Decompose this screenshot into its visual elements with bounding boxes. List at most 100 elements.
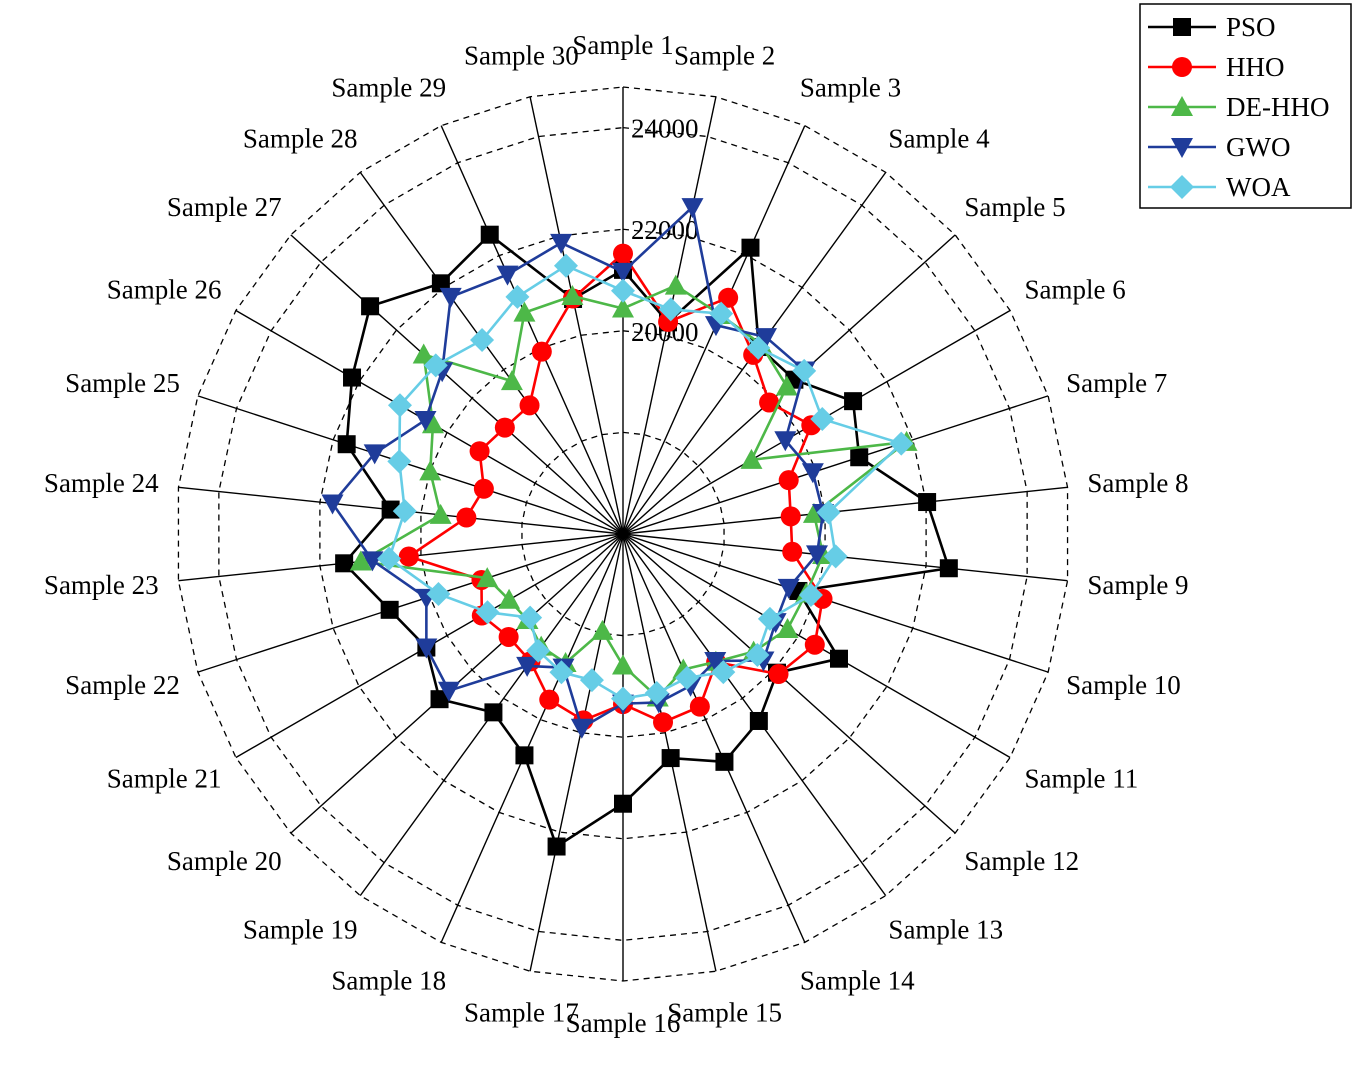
point-woa-13 — [711, 660, 736, 685]
category-label-30: Sample 30 — [464, 41, 579, 71]
point-gwo-29 — [496, 265, 519, 286]
point-de-hho-17 — [591, 619, 614, 640]
point-pso-23 — [335, 554, 354, 573]
point-de-hho-24 — [429, 503, 452, 524]
spoke-28 — [359, 171, 624, 535]
point-gwo-28 — [439, 287, 462, 308]
point-gwo-24 — [321, 494, 344, 515]
point-woa-25 — [387, 449, 412, 474]
point-woa-9 — [823, 544, 848, 569]
spoke-22 — [197, 533, 624, 673]
series-woa — [377, 253, 914, 711]
point-woa-11 — [757, 606, 782, 631]
point-de-hho-1 — [612, 297, 634, 318]
point-woa-29 — [505, 284, 530, 309]
point-gwo-19 — [516, 656, 539, 677]
category-label-25: Sample 25 — [65, 368, 180, 398]
point-de-hho-5 — [775, 375, 798, 396]
point-de-hho-29 — [513, 301, 536, 322]
category-label-29: Sample 29 — [331, 72, 446, 102]
point-woa-3 — [709, 301, 734, 326]
point-de-hho-26 — [421, 413, 444, 434]
point-woa-18 — [549, 660, 574, 685]
category-label-28: Sample 28 — [243, 123, 358, 153]
point-pso-20 — [430, 690, 449, 709]
spoke-8 — [622, 486, 1068, 535]
point-pso-6 — [844, 392, 863, 411]
point-woa-2 — [658, 297, 683, 322]
category-label-26: Sample 26 — [107, 275, 222, 305]
point-woa-15 — [644, 680, 669, 705]
point-hho-9 — [782, 541, 803, 562]
legend-marker-gwo — [1171, 138, 1193, 158]
legend-marker-hho — [1172, 57, 1192, 77]
point-woa-19 — [526, 638, 551, 663]
point-woa-28 — [470, 328, 495, 353]
point-woa-16 — [611, 686, 635, 711]
point-woa-30 — [553, 253, 578, 278]
category-label-1: Sample 1 — [572, 30, 673, 60]
category-label-12: Sample 12 — [964, 846, 1079, 876]
point-pso-28 — [431, 274, 450, 293]
category-label-11: Sample 11 — [1024, 764, 1138, 794]
legend-marker-de-hho — [1171, 96, 1193, 116]
point-pso-8 — [918, 493, 937, 512]
point-de-hho-22 — [476, 567, 499, 588]
point-pso-17 — [547, 837, 566, 856]
point-woa-14 — [675, 665, 700, 690]
point-pso-11 — [829, 649, 848, 668]
point-pso-25 — [337, 435, 356, 454]
point-hho-28 — [519, 395, 540, 416]
point-pso-27 — [361, 297, 380, 316]
point-woa-4 — [746, 335, 771, 360]
category-label-24: Sample 24 — [44, 468, 159, 498]
point-pso-19 — [484, 703, 503, 722]
point-gwo-6 — [774, 431, 797, 452]
category-label-14: Sample 14 — [800, 966, 915, 996]
legend-label-de-hho: DE-HHO — [1226, 92, 1329, 122]
point-pso-3 — [741, 238, 760, 257]
spoke-18 — [440, 533, 624, 943]
point-pso-24 — [381, 500, 400, 519]
category-label-9: Sample 9 — [1087, 570, 1188, 600]
spoke-12 — [622, 533, 956, 834]
point-hho-29 — [531, 341, 552, 362]
spoke-layer — [178, 87, 1068, 981]
point-gwo-23 — [361, 551, 384, 572]
point-de-hho-27 — [412, 343, 435, 364]
category-label-13: Sample 13 — [888, 915, 1003, 945]
category-label-15: Sample 15 — [667, 997, 782, 1027]
point-hho-3 — [718, 287, 739, 308]
point-de-hho-30 — [561, 285, 584, 306]
legend-marker-pso — [1173, 18, 1191, 36]
category-label-8: Sample 8 — [1087, 468, 1188, 498]
spoke-29 — [440, 125, 624, 535]
series-layer — [321, 198, 958, 856]
point-hho-11 — [804, 634, 825, 655]
point-gwo-2 — [681, 198, 704, 219]
tick-label-24000: 24000 — [631, 114, 699, 144]
point-hho-8 — [780, 506, 801, 527]
legend-label-pso: PSO — [1226, 12, 1276, 42]
point-de-hho-8 — [802, 502, 825, 523]
category-label-16: Sample 16 — [566, 1008, 681, 1038]
point-pso-9 — [939, 559, 958, 578]
point-gwo-13 — [704, 651, 727, 672]
point-woa-5 — [792, 358, 817, 383]
point-hho-24 — [456, 507, 477, 528]
point-woa-24 — [392, 499, 417, 524]
point-woa-7 — [889, 431, 914, 456]
point-hho-1 — [613, 243, 633, 264]
point-woa-10 — [798, 583, 823, 608]
point-gwo-4 — [755, 328, 778, 349]
point-hho-25 — [473, 478, 494, 499]
point-pso-7 — [850, 448, 869, 467]
point-hho-5 — [759, 392, 780, 413]
series-hho — [398, 243, 833, 733]
point-pso-13 — [749, 711, 768, 730]
point-gwo-17 — [570, 718, 593, 739]
legend: PSO HHO DE-HHO GWO WOA — [1139, 3, 1352, 209]
point-woa-27 — [423, 353, 448, 378]
point-de-hho-21 — [498, 588, 521, 609]
category-label-10: Sample 10 — [1066, 670, 1181, 700]
